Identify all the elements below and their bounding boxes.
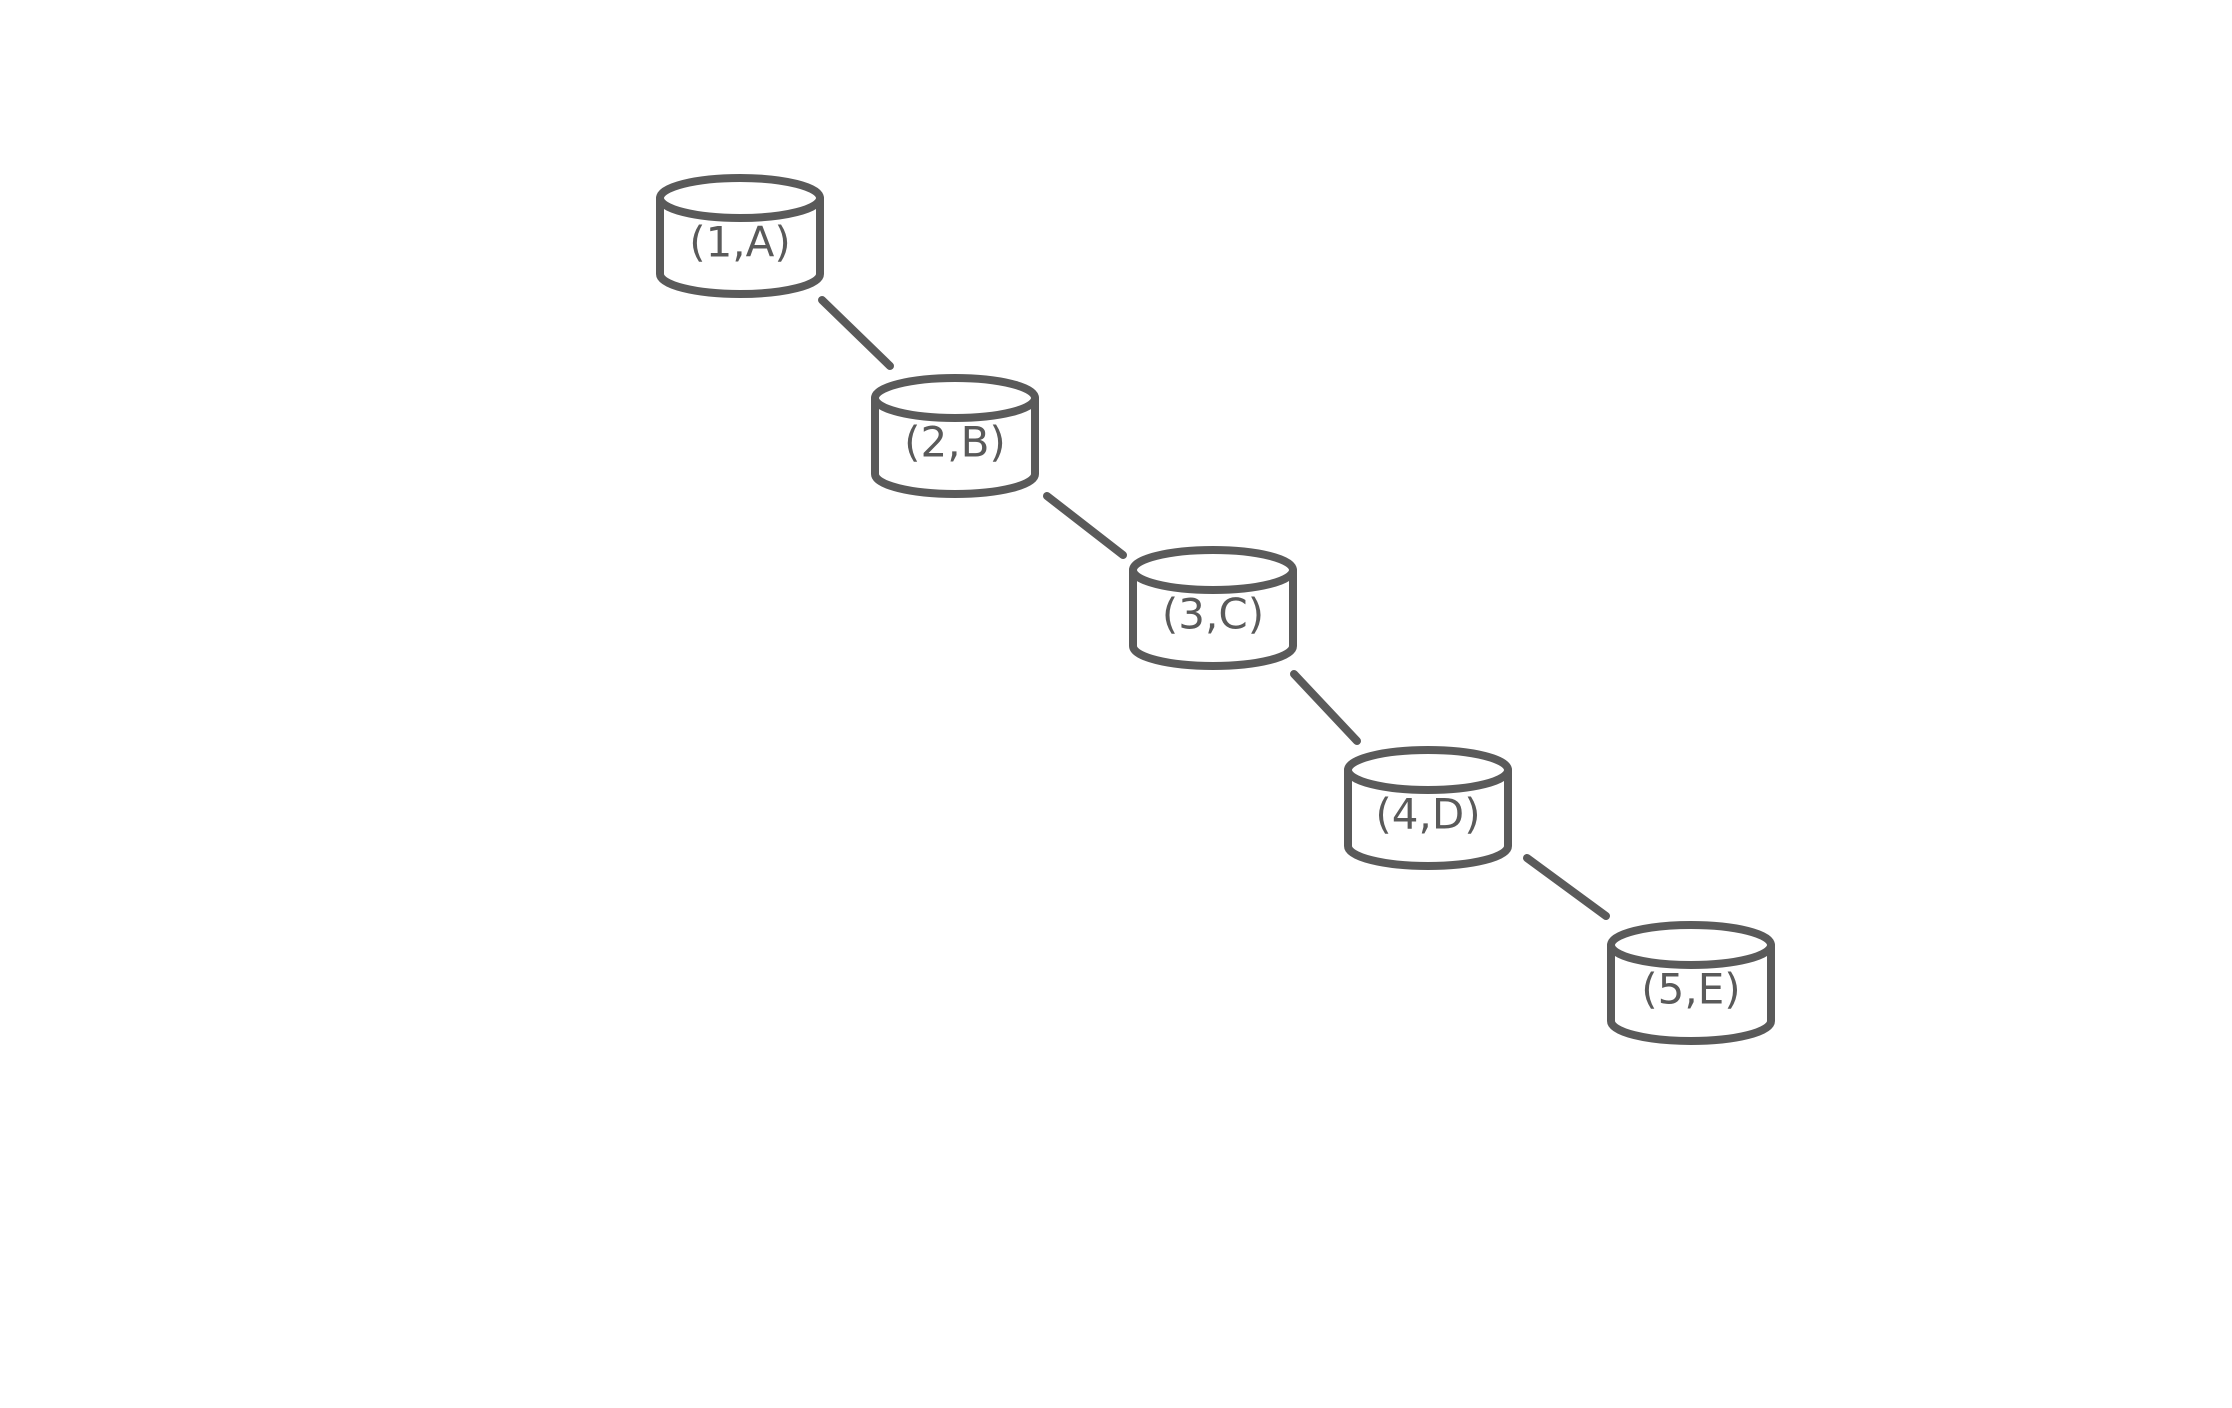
cylinder-icon bbox=[871, 374, 1039, 498]
cylinder-icon bbox=[656, 174, 824, 298]
node-3C: (3,C) bbox=[1129, 546, 1297, 670]
node-5E: (5,E) bbox=[1607, 921, 1775, 1045]
node-2B: (2,B) bbox=[871, 374, 1039, 498]
node-label: (2,B) bbox=[904, 418, 1006, 467]
cylinder-top-rim bbox=[656, 194, 824, 222]
node-label: (4,D) bbox=[1375, 790, 1480, 839]
cylinder-top-rim bbox=[871, 394, 1039, 422]
node-1A: (1,A) bbox=[656, 174, 824, 298]
node-label: (3,C) bbox=[1162, 590, 1264, 639]
node-4D: (4,D) bbox=[1344, 746, 1512, 870]
node-label: (1,A) bbox=[689, 218, 791, 267]
node-label: (5,E) bbox=[1641, 965, 1740, 1014]
nodes-layer: (1,A) (2,B) (3,C) (4,D) (5,E) bbox=[656, 174, 1775, 1045]
cylinder-top-rim bbox=[1344, 766, 1512, 794]
edge-1A-2B bbox=[818, 296, 894, 370]
cylinder-top-rim bbox=[1129, 566, 1297, 594]
edge-4D-5E bbox=[1523, 854, 1610, 920]
cylinder-icon bbox=[1129, 546, 1297, 670]
edge-3C-4D bbox=[1290, 670, 1361, 745]
cylinder-top-rim bbox=[1607, 941, 1775, 969]
cylinder-icon bbox=[1607, 921, 1775, 1045]
edges-layer bbox=[818, 296, 1610, 920]
edge-2B-3C bbox=[1043, 492, 1127, 559]
cylinder-icon bbox=[1344, 746, 1512, 870]
